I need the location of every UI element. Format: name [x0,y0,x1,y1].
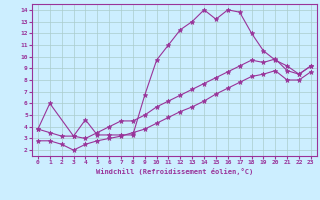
X-axis label: Windchill (Refroidissement éolien,°C): Windchill (Refroidissement éolien,°C) [96,168,253,175]
